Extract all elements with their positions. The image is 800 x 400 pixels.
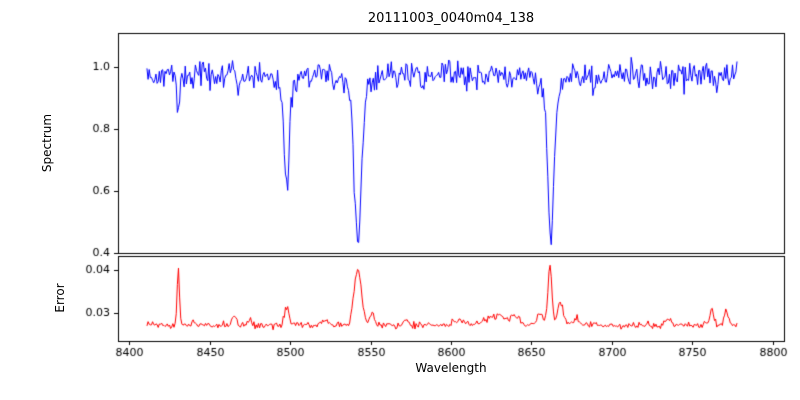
chart-title: 20111003_0040m04_138 <box>367 11 535 26</box>
x-axis-label: Wavelength <box>415 361 487 375</box>
y-axis-label-spectrum: Spectrum <box>40 113 54 173</box>
y-axis-label-error: Error <box>53 283 67 313</box>
